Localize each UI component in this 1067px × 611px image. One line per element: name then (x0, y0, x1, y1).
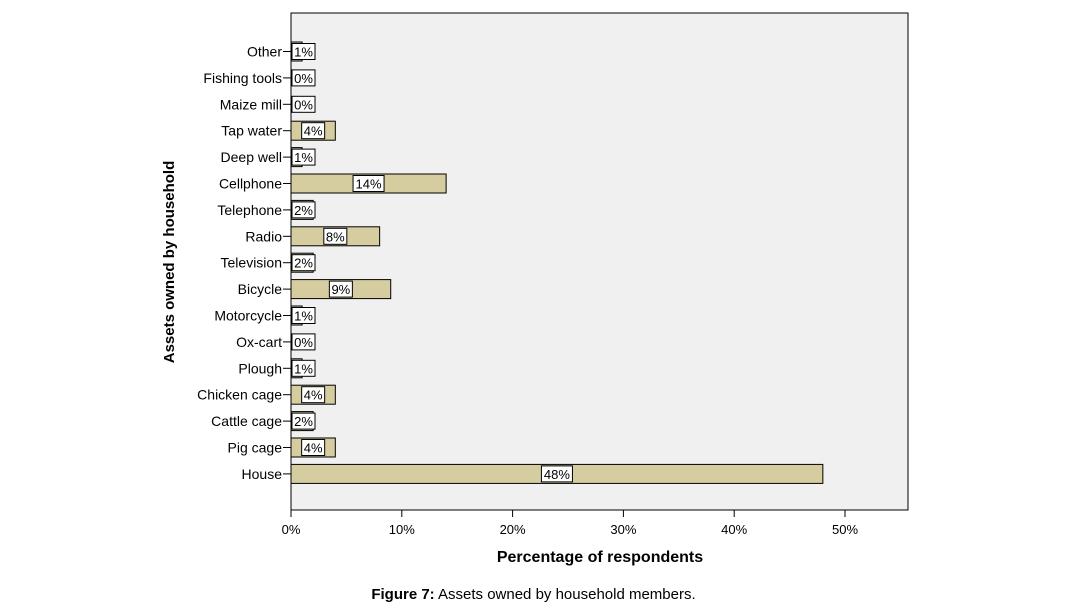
data-label-box-cattle-cage (291, 412, 316, 430)
category-label-telephone: Telephone (217, 202, 282, 218)
category-label-tap-water: Tap water (221, 123, 282, 139)
x-axis-ticks: 0% 10% 20% 30% 40% 50% (282, 510, 858, 537)
data-label-box-house (540, 465, 573, 483)
data-label-box-deep-well (291, 148, 316, 166)
caption-text: Assets owned by household members. (434, 586, 696, 603)
category-label-plough: Plough (238, 360, 282, 376)
category-label-deep-well: Deep well (221, 149, 282, 165)
data-label-bicycle: 9% (331, 282, 350, 297)
data-label-radio: 8% (326, 229, 345, 244)
x-axis-title: Percentage of respondents (497, 549, 703, 566)
data-label-house: 48% (544, 467, 570, 482)
x-tick-label-20: 20% (500, 522, 526, 537)
data-label-box-other (291, 43, 316, 60)
data-label-pig-cage: 4% (304, 441, 323, 456)
category-label-cattle-cage: Cattle cage (211, 413, 282, 429)
data-label-box-telephone (291, 201, 316, 219)
data-label-box-pig-cage (301, 439, 326, 456)
data-label-plough: 1% (294, 361, 313, 376)
data-label-box-bicycle (328, 280, 353, 298)
data-label-cellphone: 14% (356, 177, 382, 192)
data-label-maize-mill: 0% (294, 97, 313, 112)
x-tick-label-40: 40% (721, 522, 747, 537)
data-label-box-ox-cart (291, 333, 316, 351)
data-label-box-radio (323, 227, 348, 245)
bars-group: 1% 0% 0% 4% 1% 14% 2% 8% 2% 9% 1% 0% 1% 4% 2% 4% 48% (290, 41, 824, 484)
category-label-pig-cage: Pig cage (228, 440, 283, 456)
data-label-box-motorcycle (291, 307, 316, 324)
category-labels: Other Fishing tools Maize mill Tap water Dee… (197, 44, 291, 482)
category-label-maize-mill: Maize mill (220, 96, 282, 112)
x-tick-label-0: 0% (282, 522, 301, 537)
category-label-motorcycle: Motorcycle (214, 308, 282, 324)
data-label-fishing-tools: 0% (294, 71, 313, 86)
x-tick-label-30: 30% (610, 522, 636, 537)
data-label-chicken-cage: 4% (304, 388, 323, 403)
figure-caption: Figure 7: Assets owned by household memb… (0, 586, 1067, 603)
category-label-house: House (242, 466, 283, 482)
x-tick-label-10: 10% (389, 522, 415, 537)
data-label-box-television (291, 254, 316, 272)
data-label-box-maize-mill (291, 95, 316, 113)
data-label-box-tap-water (301, 122, 326, 140)
category-label-other: Other (247, 44, 282, 60)
x-tick-label-50: 50% (832, 522, 858, 537)
category-label-fishing-tools: Fishing tools (203, 70, 282, 86)
category-label-bicycle: Bicycle (238, 281, 283, 297)
data-label-cattle-cage: 2% (294, 414, 313, 429)
data-label-tap-water: 4% (304, 124, 323, 139)
category-label-cellphone: Cellphone (219, 176, 282, 192)
category-label-radio: Radio (245, 228, 282, 244)
category-label-television: Television (221, 255, 282, 271)
data-label-ox-cart: 0% (294, 335, 313, 350)
category-label-ox-cart: Ox-cart (236, 334, 282, 350)
y-axis-title: Assets owned by household (161, 161, 178, 364)
data-label-television: 2% (294, 256, 313, 271)
data-label-box-fishing-tools (291, 69, 316, 87)
data-label-box-plough (291, 359, 316, 377)
data-label-box-chicken-cage (301, 386, 326, 404)
caption-label: Figure 7: (371, 586, 435, 603)
plot-area (290, 12, 909, 511)
data-label-telephone: 2% (294, 203, 313, 218)
data-label-motorcycle: 1% (294, 309, 313, 324)
data-label-deep-well: 1% (294, 150, 313, 165)
data-label-other: 1% (294, 45, 313, 60)
data-label-box-cellphone (352, 175, 385, 192)
category-label-chicken-cage: Chicken cage (197, 387, 282, 403)
